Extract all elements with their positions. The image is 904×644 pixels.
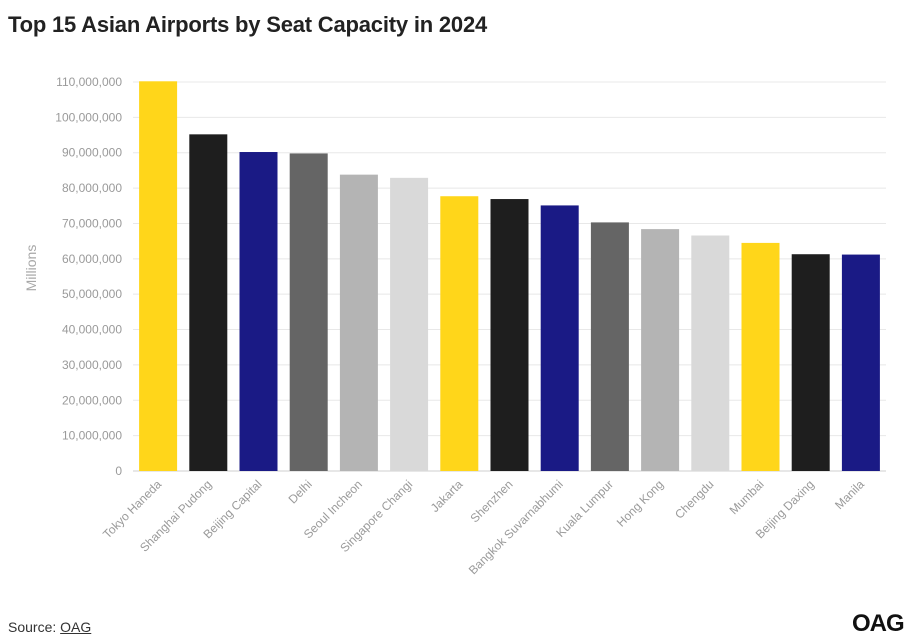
y-tick-label: 60,000,000 [62, 252, 122, 266]
x-tick-label: Delhi [286, 477, 315, 506]
y-tick-label: 40,000,000 [62, 323, 122, 337]
x-tick-label: Mumbai [727, 477, 767, 517]
bar-chengdu[interactable] [691, 235, 730, 471]
x-tick-label: Shenzhen [468, 477, 516, 525]
bar-beijing-capital[interactable] [239, 152, 278, 471]
y-tick-label: 10,000,000 [62, 429, 122, 443]
y-axis-ticks: 0 10,000,000 20,000,000 30,000,000 40,000,00… [55, 75, 122, 478]
bar-beijing-daxing[interactable] [791, 254, 830, 471]
y-tick-label: 50,000,000 [62, 287, 122, 301]
bar-shanghai-pudong[interactable] [189, 134, 228, 471]
bar-tokyo-haneda[interactable] [139, 81, 178, 471]
bar-manila[interactable] [841, 254, 880, 471]
source-note: Source: OAG [8, 619, 91, 635]
x-tick-label: Bangkok Suvarnabhumi [466, 477, 566, 577]
oag-logo: OAG [852, 610, 904, 637]
y-tick-label: 110,000,000 [56, 75, 122, 89]
bar-singapore-changi[interactable] [390, 177, 429, 471]
source-prefix: Source: [8, 619, 61, 635]
bar-seoul-incheon[interactable] [339, 174, 378, 472]
y-tick-label: 80,000,000 [62, 181, 122, 195]
y-tick-label: 30,000,000 [62, 358, 122, 372]
y-tick-label: 20,000,000 [62, 393, 122, 407]
bar-bangkok-suvarnabhumi[interactable] [540, 205, 579, 471]
x-tick-label: Hong Kong [614, 477, 666, 529]
chart-title: Top 15 Asian Airports by Seat Capacity i… [8, 12, 488, 37]
bar-delhi[interactable] [289, 153, 328, 471]
source-link[interactable]: OAG [60, 619, 92, 635]
bar-mumbai[interactable] [741, 242, 780, 471]
bar-kuala-lumpur[interactable] [590, 222, 629, 471]
bars [139, 81, 880, 472]
bar-shenzhen[interactable] [490, 199, 529, 471]
x-tick-label: Chengdu [672, 477, 716, 521]
x-tick-label: Jakarta [428, 477, 466, 515]
bar-jakarta[interactable] [440, 196, 479, 471]
y-tick-label: 90,000,000 [62, 146, 122, 160]
y-axis-label: Millions [23, 245, 39, 292]
y-tick-label: 100,000,000 [55, 110, 122, 124]
x-tick-label: Manila [832, 477, 867, 512]
bar-hong-kong[interactable] [641, 229, 680, 471]
y-tick-label: 0 [115, 464, 122, 478]
y-tick-label: 70,000,000 [62, 216, 122, 230]
